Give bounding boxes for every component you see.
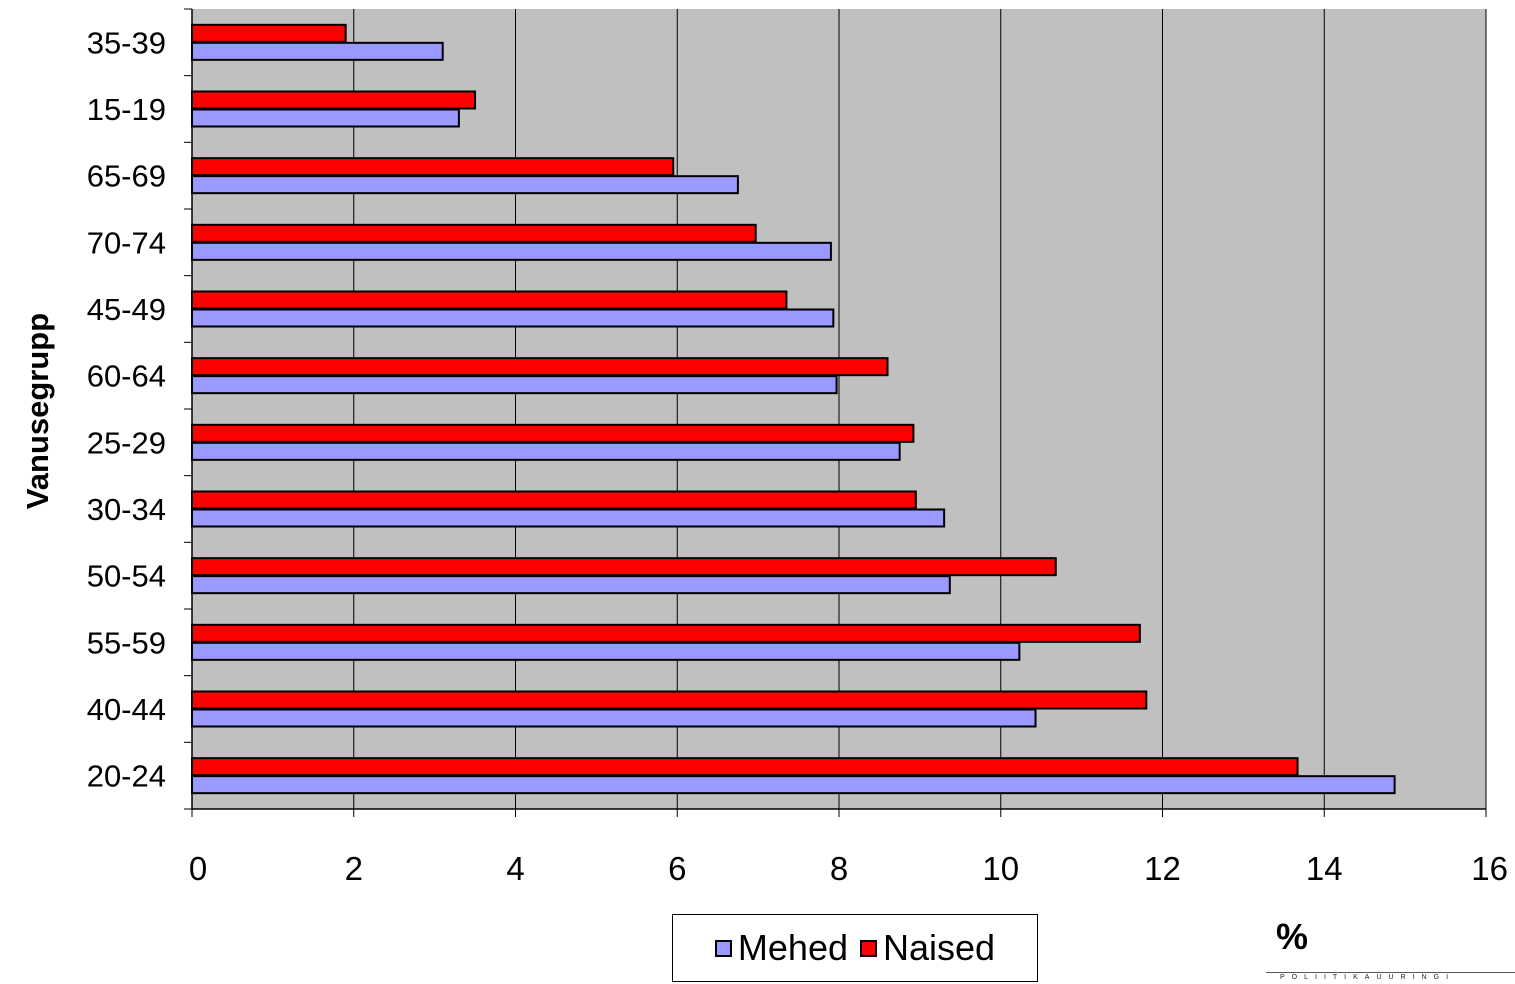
y-axis-title: Vanusegrupp: [20, 313, 55, 509]
bar-naised-45-49: [191, 290, 788, 310]
legend-swatch-mehed: [714, 939, 732, 957]
bar-mehed-30-34: [191, 508, 946, 528]
legend-label-mehed: Mehed: [737, 927, 848, 968]
bar-mehed-60-64: [191, 375, 838, 395]
legend-label-naised: Naised: [883, 927, 996, 968]
bar-mehed-20-24: [191, 775, 1396, 795]
bar-mehed-40-44: [191, 708, 1037, 728]
bar-naised-15-19: [191, 90, 477, 110]
x-tick-label-12: 12: [1144, 850, 1181, 887]
category-label-30-34: 30-34: [87, 492, 166, 527]
bar-naised-65-69: [191, 157, 675, 177]
bar-mehed-25-29: [191, 441, 901, 461]
bar-naised-20-24: [191, 757, 1299, 777]
bar-naised-50-54: [191, 557, 1057, 577]
category-label-15-19: 15-19: [87, 92, 166, 127]
x-tick-label-6: 6: [668, 850, 686, 887]
bar-naised-55-59: [191, 623, 1141, 643]
x-tick-label-14: 14: [1306, 850, 1343, 887]
category-label-65-69: 65-69: [87, 159, 166, 194]
gridlines: [353, 9, 1487, 809]
category-label-40-44: 40-44: [87, 692, 166, 727]
category-label-60-64: 60-64: [87, 359, 166, 394]
bar-naised-25-29: [191, 423, 915, 443]
category-label-20-24: 20-24: [87, 759, 166, 794]
axes: [184, 8, 1487, 817]
category-label-50-54: 50-54: [87, 559, 166, 594]
bar-mehed-35-39: [191, 41, 444, 61]
x-axis-title: %: [1276, 916, 1309, 957]
category-label-25-29: 25-29: [87, 425, 166, 460]
brand-logo-text: POLIITIKAUURINGI: [1280, 974, 1456, 981]
category-labels: 35-39 15-19 65-69 70-74 45-49 60-64 25-29 30-34…: [87, 25, 166, 793]
bar-naised-40-44: [191, 690, 1148, 710]
legend-item-naised: Naised: [860, 927, 995, 969]
bar-mehed-50-54: [191, 575, 951, 595]
bar-naised-30-34: [191, 490, 917, 510]
x-tick-label-10: 10: [982, 850, 1019, 887]
x-tick-label-0: 0: [189, 850, 207, 887]
legend-item-mehed: Mehed: [714, 927, 848, 969]
bar-mehed-15-19: [191, 108, 460, 128]
brand-divider: [1266, 972, 1515, 973]
category-label-70-74: 70-74: [87, 225, 166, 260]
legend: Mehed Naised: [672, 914, 1038, 982]
x-tick-label-2: 2: [345, 850, 363, 887]
bar-naised-60-64: [191, 357, 889, 377]
bar-naised-35-39: [191, 23, 347, 43]
category-label-35-39: 35-39: [87, 25, 166, 60]
legend-swatch-naised: [860, 939, 877, 957]
x-tick-label-16: 16: [1471, 850, 1508, 887]
bar-mehed-55-59: [191, 641, 1021, 661]
bar-mehed-45-49: [191, 308, 835, 328]
bar-naised-70-74: [191, 223, 757, 243]
bar-mehed-70-74: [191, 241, 832, 261]
bar-chart: 0 2 4 6 8 10 12 14 16 35-39 15-19 65-69 70-74 45-49 6…: [20, 8, 1508, 887]
x-tick-label-8: 8: [830, 850, 848, 887]
category-label-45-49: 45-49: [87, 292, 166, 327]
bar-mehed-65-69: [191, 175, 739, 195]
bars: [191, 23, 1396, 795]
category-label-55-59: 55-59: [87, 625, 166, 660]
x-tick-label-4: 4: [506, 850, 524, 887]
x-tick-labels: 0 2 4 6 8 10 12 14 16: [189, 850, 1508, 887]
